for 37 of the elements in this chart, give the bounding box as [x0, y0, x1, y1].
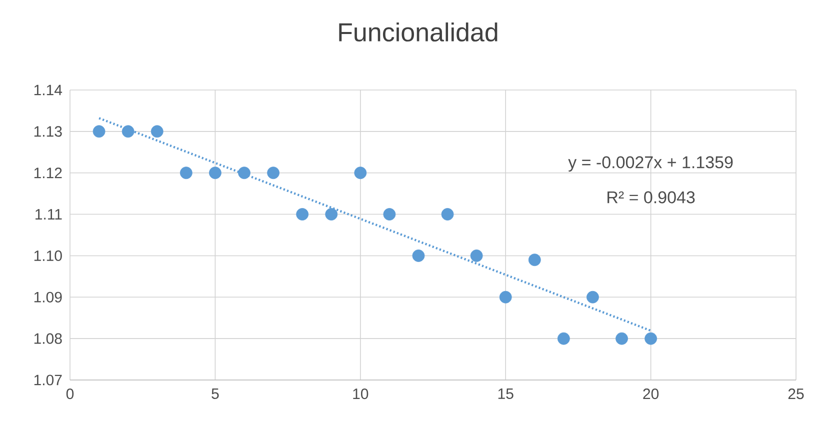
point [586, 290, 599, 304]
point [238, 166, 250, 180]
point [122, 125, 134, 138]
point [354, 166, 367, 180]
x-tick-label: 0 [66, 388, 74, 400]
point [92, 125, 106, 138]
y-tick-label: 1.08 [34, 333, 62, 344]
y-tick-label: 1.09 [34, 292, 62, 302]
point [557, 332, 570, 345]
point [180, 166, 192, 180]
y-tick-label: 1.12 [34, 168, 62, 178]
point [470, 250, 483, 262]
x-tick-label: 25 [788, 388, 804, 400]
point [499, 290, 512, 304]
point [209, 166, 222, 180]
chart-title: Funcionalidad [339, 22, 498, 42]
point [267, 166, 280, 180]
point [383, 208, 396, 220]
y-tick-label: 1.07 [34, 374, 62, 386]
annotation: y = -0.0027x + 1.1359 [568, 156, 733, 172]
point [325, 208, 338, 220]
point [150, 125, 164, 138]
y-tick-label: 1.10 [34, 250, 62, 262]
point [644, 332, 658, 345]
point [441, 208, 454, 220]
y-tick-label: 1.11 [36, 209, 62, 220]
y-tick-label: 1.13 [34, 126, 62, 137]
point [528, 254, 541, 266]
point [412, 250, 425, 262]
y-tick-label: 1.14 [34, 84, 62, 96]
x-tick-label: 10 [353, 388, 368, 400]
point [616, 332, 628, 345]
x-tick-label: 5 [212, 388, 219, 399]
annotation: R² = 0.9043 [608, 191, 695, 204]
point [296, 208, 309, 220]
x-tick-label: 15 [498, 388, 514, 399]
x-tick-label: 20 [643, 388, 659, 400]
